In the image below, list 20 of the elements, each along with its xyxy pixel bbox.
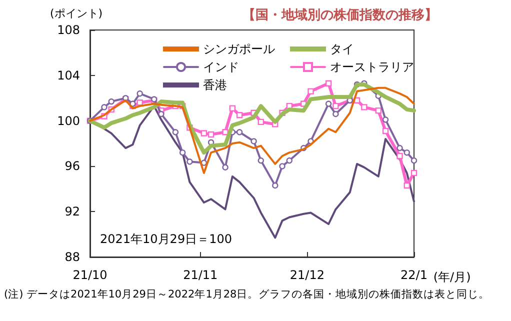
- legend-label: タイ: [330, 42, 354, 56]
- legend-label: 香港: [203, 78, 227, 92]
- y-tick-label: 96: [64, 159, 80, 174]
- y-tick-label: 100: [57, 114, 80, 128]
- x-axis-title: (年/月): [433, 270, 471, 284]
- y-axis-title: (ポイント): [50, 7, 103, 20]
- legend-label: インド: [203, 60, 239, 74]
- chart-title: 【国・地域別の株価指数の推移】: [242, 7, 438, 23]
- y-tick-label: 92: [64, 204, 80, 219]
- x-tick-label: 21/10: [72, 268, 108, 282]
- x-tick-label: 21/11: [183, 268, 218, 282]
- legend-label: オーストラリア: [330, 60, 414, 74]
- legend-label: シンガポール: [203, 42, 275, 56]
- x-tick-label: 21/12: [290, 268, 324, 282]
- y-tick-label: 108: [57, 23, 80, 37]
- text: (注) データは2021年10月29日～2022年1月28日。グラフの各国・地域別の株価指数は表と同じ。: [4, 288, 490, 300]
- x-tick-label: 22/1: [400, 268, 428, 282]
- y-tick-label: 88: [64, 250, 80, 264]
- y-tick-label: 104: [57, 68, 80, 82]
- annotation: 2021年10月29日＝100: [100, 232, 232, 246]
